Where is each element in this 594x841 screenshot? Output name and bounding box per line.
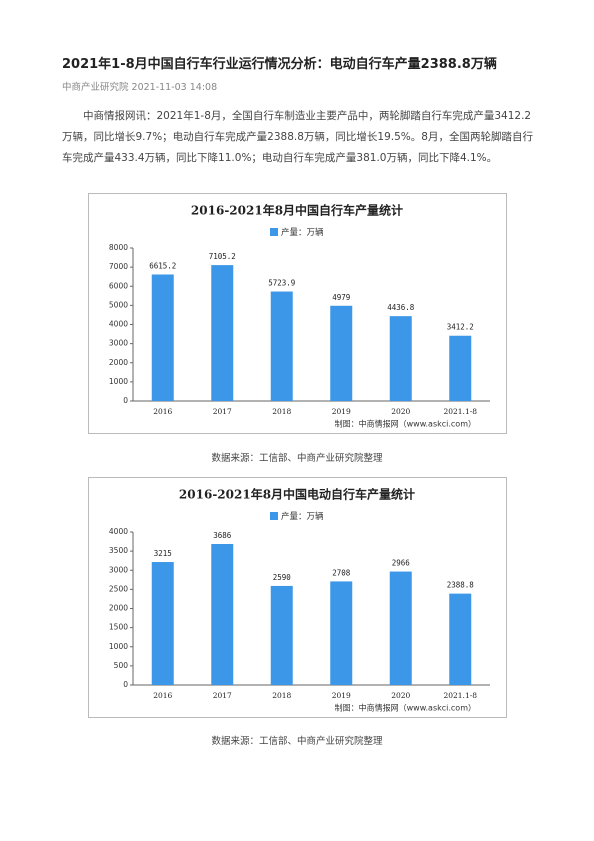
article-title: 2021年1-8月中国自行车行业运行情况分析：电动自行车产量2388.8万辆 xyxy=(62,57,497,72)
bar xyxy=(449,593,472,685)
article-meta: 中商产业研究院 2021-11-03 14:08 xyxy=(62,82,218,93)
bar xyxy=(389,571,412,685)
bar xyxy=(151,274,174,401)
chart-container: 2016-2021年8月中国电动自行车产量统计产量：万辆 0 500 1000 1500… xyxy=(88,477,507,718)
y-tick-label: 500 xyxy=(114,661,129,670)
x-tick-label: 2016 xyxy=(153,691,172,700)
y-tick-label: 0 xyxy=(123,680,128,689)
legend-label: 产量：万辆 xyxy=(281,227,324,238)
value-label: 3686 xyxy=(213,531,232,540)
x-tick-label: 2019 xyxy=(332,407,351,416)
bar xyxy=(270,585,293,685)
y-tick-label: 4000 xyxy=(109,527,128,536)
value-label: 5723.9 xyxy=(268,279,295,288)
chart-title: 2016-2021年8月中国电动自行车产量统计 xyxy=(179,487,415,502)
bar xyxy=(151,562,174,685)
y-tick-label: 6000 xyxy=(109,281,128,290)
y-tick-label: 3500 xyxy=(109,546,128,555)
x-tick-label: 2018 xyxy=(272,691,291,700)
bar xyxy=(211,544,234,685)
value-label: 3412.2 xyxy=(447,323,474,332)
y-tick-label: 5000 xyxy=(109,300,128,309)
x-tick-label: 2018 xyxy=(272,407,291,416)
bar xyxy=(389,316,412,401)
legend-label: 产量：万辆 xyxy=(281,511,324,522)
bar xyxy=(449,335,472,401)
article-paragraph: 中商情报网讯：2021年1-8月，全国自行车制造业主要产品中，两轮脚踏自行车完成… xyxy=(62,110,533,164)
y-tick-label: 0 xyxy=(123,396,128,405)
value-label: 2388.8 xyxy=(447,581,475,590)
chart-title: 2016-2021年8月中国自行车产量统计 xyxy=(191,203,403,218)
bar xyxy=(270,291,293,401)
y-tick-label: 2000 xyxy=(109,358,128,367)
legend-swatch xyxy=(270,512,278,520)
value-label: 4979 xyxy=(332,293,350,302)
y-tick-label: 2500 xyxy=(109,584,128,593)
bar xyxy=(211,265,234,401)
chart-caption: 数据来源：工信部、中商产业研究院整理 xyxy=(211,453,383,464)
y-tick-label: 3000 xyxy=(109,565,128,574)
y-tick-label: 1000 xyxy=(109,642,128,651)
value-label: 7105.2 xyxy=(209,252,236,261)
y-tick-label: 1500 xyxy=(109,623,128,632)
bar xyxy=(330,581,353,685)
y-tick-label: 1000 xyxy=(109,377,128,386)
y-tick-label: 8000 xyxy=(109,243,128,252)
value-label: 6615.2 xyxy=(149,261,176,270)
value-label: 3215 xyxy=(154,549,172,558)
x-tick-label: 2021.1-8 xyxy=(443,407,477,416)
value-label: 2590 xyxy=(273,573,292,582)
chart-caption: 数据来源：工信部、中商产业研究院整理 xyxy=(211,736,383,747)
x-tick-label: 2017 xyxy=(213,407,232,416)
y-tick-label: 3000 xyxy=(109,339,128,348)
value-label: 2708 xyxy=(332,568,351,577)
x-tick-label: 2021.1-8 xyxy=(443,691,477,700)
legend-swatch xyxy=(270,228,278,236)
x-tick-label: 2017 xyxy=(213,691,232,700)
value-label: 2966 xyxy=(392,559,411,568)
x-tick-label: 2020 xyxy=(391,691,410,700)
value-label: 4436.8 xyxy=(387,303,415,312)
y-tick-label: 2000 xyxy=(109,604,128,613)
source-note: 制图：中商情报网（www.askci.com） xyxy=(335,419,476,429)
bar xyxy=(330,305,353,401)
y-tick-label: 4000 xyxy=(109,320,128,329)
x-tick-label: 2016 xyxy=(153,407,172,416)
source-note: 制图：中商情报网（www.askci.com） xyxy=(335,703,476,713)
x-tick-label: 2019 xyxy=(332,691,351,700)
chart-container: 2016-2021年8月中国自行车产量统计产量：万辆 0 1000 2000 3000 4… xyxy=(88,193,507,434)
y-tick-label: 7000 xyxy=(109,262,128,271)
x-tick-label: 2020 xyxy=(391,407,410,416)
